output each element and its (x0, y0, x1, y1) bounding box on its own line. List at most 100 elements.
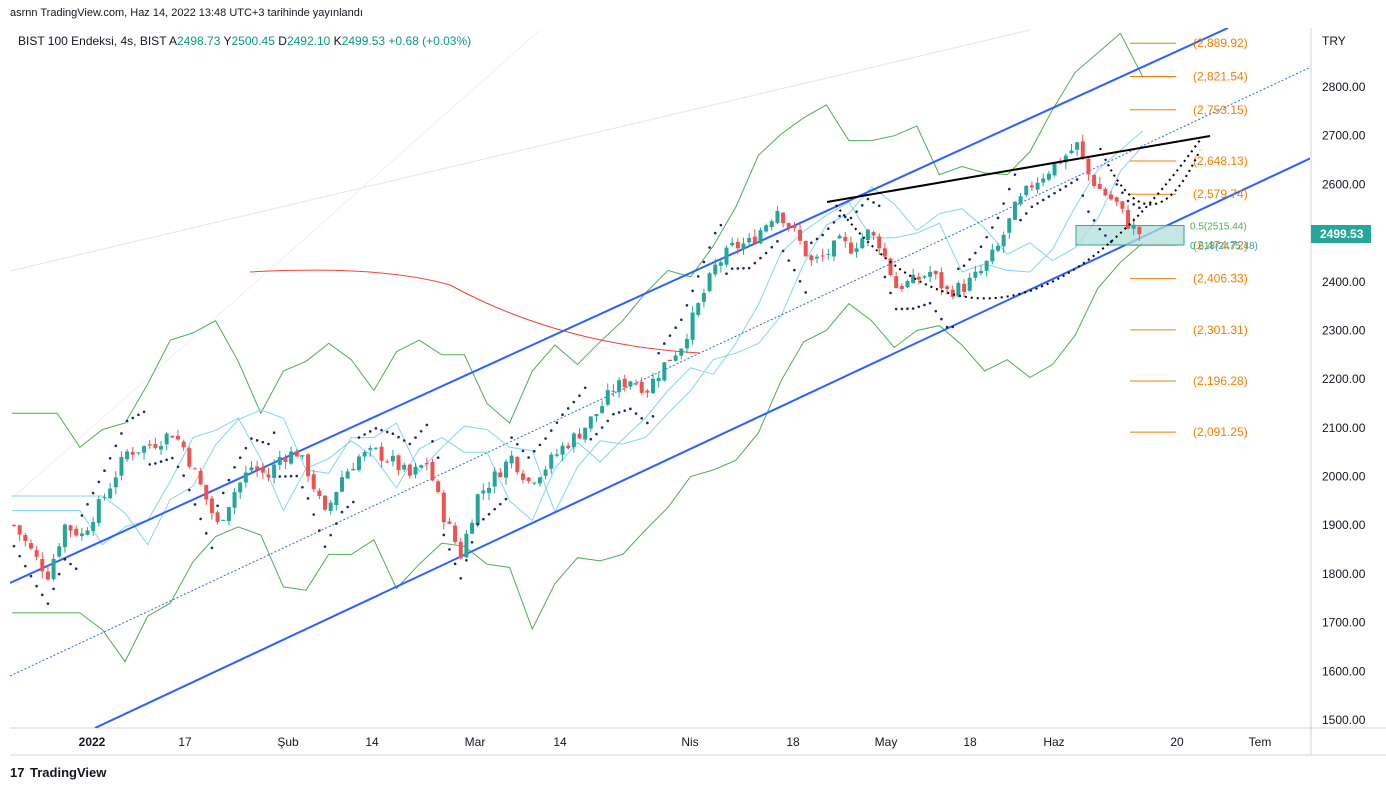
candle-body[interactable] (826, 254, 831, 256)
handle-arc[interactable] (1099, 147, 1201, 206)
candle-body[interactable] (498, 472, 503, 478)
candle-body[interactable] (1126, 209, 1131, 229)
channel-mid-dotted-line[interactable] (10, 66, 1311, 677)
candle-body[interactable] (651, 378, 656, 394)
candle-body[interactable] (306, 454, 311, 477)
candle-body[interactable] (255, 466, 260, 471)
candle-body[interactable] (764, 225, 769, 232)
candle-body[interactable] (34, 550, 39, 557)
candle-body[interactable] (741, 243, 746, 250)
candle-body[interactable] (436, 481, 441, 492)
candle-body[interactable] (1137, 226, 1142, 235)
candle-body[interactable] (1001, 234, 1006, 247)
candle-body[interactable] (1075, 142, 1080, 150)
candle-body[interactable] (724, 247, 729, 265)
candle-body[interactable] (899, 285, 904, 289)
candle-body[interactable] (520, 473, 525, 480)
candle-body[interactable] (1035, 182, 1040, 190)
candle-body[interactable] (798, 229, 803, 241)
candle-body[interactable] (74, 528, 79, 536)
candle-body[interactable] (323, 495, 328, 510)
candle-body[interactable] (588, 416, 593, 429)
candle-body[interactable] (747, 237, 752, 243)
candle-body[interactable] (12, 524, 16, 526)
candle-body[interactable] (125, 451, 130, 460)
candle-body[interactable] (718, 262, 723, 266)
candle-body[interactable] (402, 464, 407, 470)
candle-body[interactable] (249, 467, 254, 471)
candle-body[interactable] (175, 435, 180, 440)
candle-body[interactable] (368, 448, 373, 450)
candle-body[interactable] (1063, 155, 1068, 163)
candle-body[interactable] (945, 286, 950, 289)
candle-body[interactable] (537, 477, 542, 484)
candle-body[interactable] (639, 381, 644, 393)
candle-body[interactable] (667, 359, 672, 362)
candle-body[interactable] (973, 271, 978, 278)
resistance-line[interactable] (826, 135, 1211, 203)
candle-body[interactable] (62, 524, 67, 548)
candle-body[interactable] (198, 471, 203, 485)
candle-body[interactable] (40, 558, 45, 572)
candle-body[interactable] (57, 546, 62, 557)
candle-body[interactable] (181, 441, 186, 448)
candle-body[interactable] (554, 454, 559, 456)
candle-body[interactable] (758, 230, 763, 244)
candle-body[interactable] (990, 249, 995, 262)
candle-body[interactable] (142, 446, 147, 453)
candle-body[interactable] (1092, 175, 1097, 186)
candle-body[interactable] (260, 467, 265, 473)
candle-body[interactable] (266, 474, 271, 478)
candle-body[interactable] (809, 255, 814, 261)
candle-body[interactable] (1007, 218, 1012, 233)
candle-body[interactable] (108, 488, 113, 499)
candle-body[interactable] (656, 378, 661, 382)
candle-body[interactable] (1103, 188, 1108, 196)
candle-body[interactable] (577, 433, 582, 439)
candle-body[interactable] (1114, 197, 1119, 202)
candle-body[interactable] (888, 258, 893, 276)
candle-body[interactable] (605, 390, 610, 405)
candle-body[interactable] (311, 474, 316, 490)
candle-body[interactable] (1018, 196, 1023, 205)
candle-body[interactable] (792, 225, 797, 229)
candle-body[interactable] (701, 293, 706, 302)
candle-body[interactable] (634, 383, 639, 385)
candle-body[interactable] (752, 236, 757, 243)
candle-body[interactable] (492, 471, 497, 487)
candle-body[interactable] (730, 242, 735, 246)
candle-body[interactable] (159, 446, 164, 450)
candle-body[interactable] (238, 482, 243, 493)
candle-body[interactable] (979, 271, 984, 274)
candle-body[interactable] (300, 455, 305, 457)
candle-body[interactable] (735, 241, 740, 249)
candle-body[interactable] (204, 484, 209, 500)
candle-body[interactable] (526, 477, 531, 481)
candle-body[interactable] (995, 245, 1000, 251)
candle-body[interactable] (645, 390, 650, 393)
candle-body[interactable] (515, 456, 520, 473)
candle-body[interactable] (1109, 194, 1114, 200)
candle-body[interactable] (696, 303, 701, 315)
candle-body[interactable] (848, 242, 853, 254)
candle-body[interactable] (464, 533, 469, 558)
candle-body[interactable] (396, 455, 401, 471)
candle-body[interactable] (707, 273, 712, 292)
candle-body[interactable] (843, 236, 848, 242)
candle-body[interactable] (877, 236, 882, 249)
candle-body[interactable] (560, 445, 565, 455)
candle-body[interactable] (351, 468, 356, 471)
candle-body[interactable] (373, 447, 378, 449)
candle-body[interactable] (192, 468, 197, 470)
candle-body[interactable] (713, 264, 718, 275)
candle-body[interactable] (860, 238, 865, 249)
candle-body[interactable] (905, 281, 910, 288)
candle-body[interactable] (1052, 163, 1057, 176)
candle-body[interactable] (345, 471, 350, 479)
candle-body[interactable] (939, 272, 944, 289)
candle-body[interactable] (277, 457, 282, 465)
candle-body[interactable] (628, 381, 633, 387)
candle-body[interactable] (566, 445, 571, 449)
candle-body[interactable] (1012, 201, 1017, 220)
